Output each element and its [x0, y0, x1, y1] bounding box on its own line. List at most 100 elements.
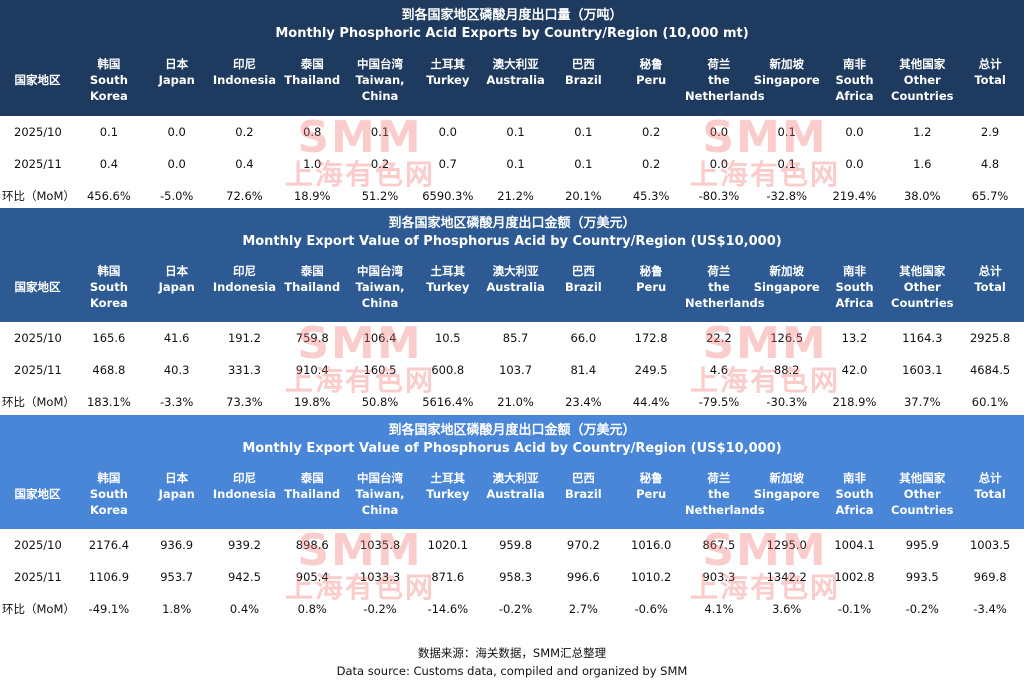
table-row: 2025/11 468.8 40.3 331.3 910.4 160.5 600.8 103.… — [0, 354, 1024, 386]
column-header-cn: 秘鲁 — [639, 470, 663, 485]
table-cell: 600.8 — [431, 363, 465, 377]
table-cell: 0.1 — [506, 125, 525, 139]
column-header-en: South Africa — [835, 279, 874, 310]
table-cell: 0.0 — [438, 125, 457, 139]
table-cell: 106.4 — [363, 331, 397, 345]
table-cell: 1003.5 — [969, 538, 1011, 552]
table-cell: 1295.0 — [766, 538, 807, 552]
column-header-en: Brazil — [564, 279, 602, 294]
column-header-cn: 荷兰 — [707, 470, 731, 485]
column-header-en: the Netherlands — [685, 486, 765, 517]
table-cell: 60.1% — [971, 394, 1009, 409]
data-table: 国家地区 韩国 South Korea 日本 Japan 印尼 Indonesia 泰国 Tha… — [0, 458, 1024, 529]
column-header-cn: 巴西 — [571, 470, 595, 485]
column-header-cn: 澳大利亚 — [492, 263, 539, 278]
column-header: 日本 Japan — [143, 251, 211, 322]
column-header: 荷兰 the Netherlands — [685, 251, 765, 322]
table-cell: 219.4% — [832, 188, 877, 203]
table-cell: 1603.1 — [902, 363, 943, 377]
table-cell: 1002.8 — [834, 570, 875, 584]
table-row: 2025/11 1106.9 953.7 942.5 905.4 1033.3 871.6 9… — [0, 561, 1024, 593]
table-cell: 1004.1 — [834, 538, 875, 552]
column-header-en: Turkey — [426, 279, 470, 294]
column-header: 其他国家 Other Countries — [888, 458, 956, 529]
column-header: 日本 Japan — [143, 43, 211, 116]
column-header-cn: 总计 — [978, 263, 1002, 278]
table-cell: 191.2 — [227, 331, 261, 345]
column-header-en: Singapore — [753, 279, 820, 294]
table-title-cn: 到各国家地区磷酸月度出口金额（万美元） — [388, 216, 636, 231]
table-row: 2025/10 165.6 41.6 191.2 759.8 106.4 10.5 85.7 6… — [0, 322, 1024, 354]
table-cell: 126.5 — [770, 331, 804, 345]
column-header-cn: 日本 — [165, 56, 189, 71]
column-header: 总计 Total — [956, 458, 1024, 529]
column-header: 总计 Total — [956, 251, 1024, 322]
table-cell: 871.6 — [431, 570, 465, 584]
column-header-cn: 新加坡 — [769, 263, 804, 278]
table-cell: 0.1 — [99, 125, 119, 139]
column-header: 新加坡 Singapore — [753, 43, 821, 116]
table-cell: 1016.0 — [631, 538, 672, 552]
table-cell: 44.4% — [632, 394, 670, 409]
column-header: 土耳其 Turkey — [414, 458, 482, 529]
row-label: 2025/11 — [14, 157, 62, 171]
table-cell: 0.1 — [506, 157, 525, 171]
table-cell: 0.1 — [777, 125, 796, 139]
column-header-en: Thailand — [284, 72, 341, 87]
table-cell: 0.2 — [641, 157, 661, 171]
column-header-en: South Korea — [89, 279, 128, 310]
table-cell: 73.3% — [226, 394, 263, 409]
table-cell: 165.6 — [92, 331, 126, 345]
table-cell: -30.3% — [766, 394, 808, 409]
column-header-en: Japan — [158, 279, 195, 294]
table-row: 2025/10 2176.4 936.9 939.2 898.6 1035.8 1020.1… — [0, 529, 1024, 561]
column-header-cn: 土耳其 — [430, 263, 466, 278]
table-cell: 1.2 — [913, 125, 932, 139]
table-block-1: 到各国家地区磷酸月度出口量（万吨） Monthly Phosphoric Acid… — [0, 0, 1024, 211]
table-cell: 996.6 — [566, 570, 600, 584]
column-header: 泰国 Thailand — [278, 43, 346, 116]
column-header-en: the Netherlands — [685, 279, 765, 310]
table-title: 到各国家地区磷酸月度出口金额（万美元） Monthly Export Value … — [0, 415, 1024, 458]
table-cell: 160.5 — [363, 363, 397, 377]
column-header-en: Japan — [158, 72, 195, 87]
table-row: 环比（MoM） 183.1% -3.3% 73.3% 19.8% 50.8% 5616.4%… — [0, 386, 1024, 417]
footer-source-cn: 数据来源：海关数据，SMM汇总整理 — [417, 646, 607, 660]
table-cell: 88.2 — [773, 363, 800, 377]
column-header-en: Indonesia — [212, 279, 277, 294]
column-header: 秘鲁 Peru — [617, 43, 685, 116]
table-cell: 0.4% — [229, 601, 260, 616]
table-row: 环比（MoM） 456.6% -5.0% 72.6% 18.9% 51.2% 6590.3%… — [0, 180, 1024, 211]
table-cell: 4.8 — [980, 157, 1000, 171]
column-header-cn: 印尼 — [232, 56, 256, 71]
table-cell: 22.2 — [706, 331, 732, 345]
column-header: 中国台湾 Taiwan, China — [346, 251, 414, 322]
table-cell: 6590.3% — [422, 188, 474, 203]
table-cell: 0.1 — [574, 125, 593, 139]
footer: 数据来源：海关数据，SMM汇总整理 Data source: Customs d… — [0, 644, 1024, 680]
column-header-cn: 韩国 — [97, 263, 121, 278]
table-cell: 0.0 — [709, 125, 729, 139]
column-header-cn: 韩国 — [97, 470, 121, 485]
row-label: 2025/10 — [14, 125, 62, 139]
table-cell: -0.2% — [498, 601, 533, 616]
table-row: 2025/10 0.1 0.0 0.2 0.8 0.1 0.0 0.1 0.1 0.2 0.0 0.1… — [0, 116, 1024, 148]
table-cell: 939.2 — [227, 538, 261, 552]
table-cell: 1.8% — [162, 601, 192, 616]
column-header-en: Indonesia — [212, 72, 277, 87]
column-header-en: South Korea — [89, 72, 128, 103]
column-header: 印尼 Indonesia — [211, 43, 279, 116]
column-header-en: Taiwan, China — [355, 72, 405, 103]
table-cell: 1010.2 — [631, 570, 672, 584]
column-header: 其他国家 Other Countries — [888, 43, 956, 116]
table-cell: 0.4 — [235, 157, 254, 171]
column-header-cn: 南非 — [842, 470, 866, 485]
row-label: 环比（MoM） — [2, 601, 75, 616]
column-header: 澳大利亚 Australia — [482, 251, 550, 322]
column-header: 韩国 South Korea — [75, 458, 143, 529]
table-row: 2025/11 0.4 0.0 0.4 1.0 0.2 0.7 0.1 0.1 0.2 0.0 0.1… — [0, 148, 1024, 180]
column-header-cn: 日本 — [165, 263, 189, 278]
table-title-cn: 到各国家地区磷酸月度出口金额（万美元） — [388, 423, 636, 438]
table-cell: -79.5% — [698, 394, 740, 409]
table-title-en: Monthly Export Value of Phosphorus Acid … — [242, 234, 782, 249]
